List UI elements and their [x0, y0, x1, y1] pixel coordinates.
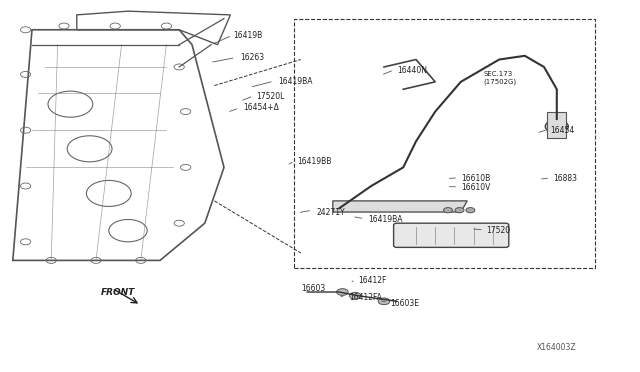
Circle shape [545, 120, 568, 133]
Bar [294, 19, 595, 268]
Text: 16419B: 16419B [234, 31, 263, 40]
Text: 16454: 16454 [550, 126, 575, 135]
Text: 16412FA: 16412FA [349, 293, 381, 302]
Text: 24271Y: 24271Y [317, 208, 346, 217]
Circle shape [466, 208, 475, 213]
Text: 16419BA: 16419BA [368, 215, 403, 224]
Text: 16603E: 16603E [390, 299, 419, 308]
Circle shape [337, 289, 348, 295]
Text: SEC.173
(17502G): SEC.173 (17502G) [483, 71, 516, 85]
Text: 16263: 16263 [240, 53, 264, 62]
Text: 16603: 16603 [301, 284, 325, 293]
Text: X164003Z: X164003Z [536, 343, 576, 352]
Text: 16610V: 16610V [461, 183, 490, 192]
Circle shape [444, 208, 452, 213]
Text: 16454+Δ: 16454+Δ [243, 103, 279, 112]
FancyBboxPatch shape [394, 223, 509, 247]
Text: 16412F: 16412F [358, 276, 387, 285]
Text: FRONT: FRONT [101, 288, 136, 296]
Circle shape [455, 208, 464, 213]
Text: 17520L: 17520L [256, 92, 284, 101]
Polygon shape [333, 201, 467, 212]
Circle shape [378, 298, 390, 305]
Circle shape [349, 292, 361, 299]
Text: 16610B: 16610B [461, 174, 490, 183]
Text: 16883: 16883 [554, 174, 578, 183]
Text: 16419BA: 16419BA [278, 77, 313, 86]
Text: 16419BB: 16419BB [298, 157, 332, 166]
Polygon shape [547, 112, 566, 138]
Text: 17520: 17520 [486, 226, 511, 235]
Text: 16440N: 16440N [397, 66, 427, 75]
